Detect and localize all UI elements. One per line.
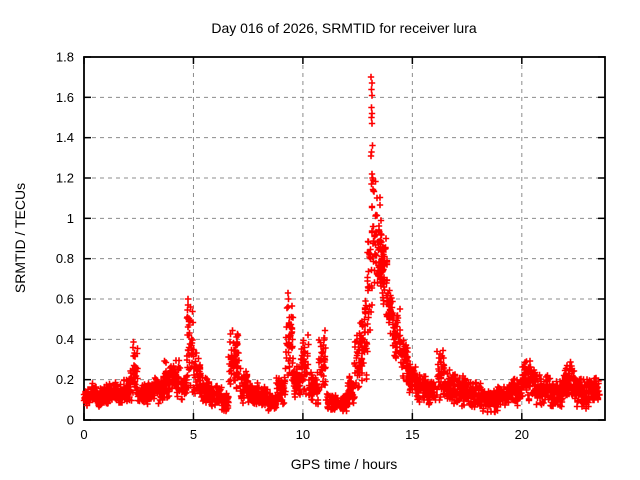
y-tick-label: 1.8 — [56, 50, 74, 65]
plot-border — [83, 56, 606, 421]
y-tick-label: 0.2 — [56, 372, 74, 387]
y-tick-label: 0.6 — [56, 292, 74, 307]
y-tick-label: 1.2 — [56, 171, 74, 186]
y-tick-label: 1 — [67, 211, 74, 226]
y-tick-label: 0.4 — [56, 332, 74, 347]
x-tick-label: 0 — [80, 427, 87, 442]
x-tick-label: 10 — [296, 427, 310, 442]
x-tick-label: 20 — [515, 427, 529, 442]
x-tick-label: 5 — [190, 427, 197, 442]
y-tick-label: 1.4 — [56, 130, 74, 145]
x-tick-label: 15 — [405, 427, 419, 442]
y-tick-label: 1.6 — [56, 90, 74, 105]
y-tick-label: 0 — [67, 413, 74, 428]
y-tick-label: 0.8 — [56, 251, 74, 266]
x-axis-label: GPS time / hours — [290, 456, 398, 472]
scatter-points — [80, 73, 603, 416]
chart-title: Day 016 of 2026, SRMTID for receiver lur… — [211, 20, 477, 36]
